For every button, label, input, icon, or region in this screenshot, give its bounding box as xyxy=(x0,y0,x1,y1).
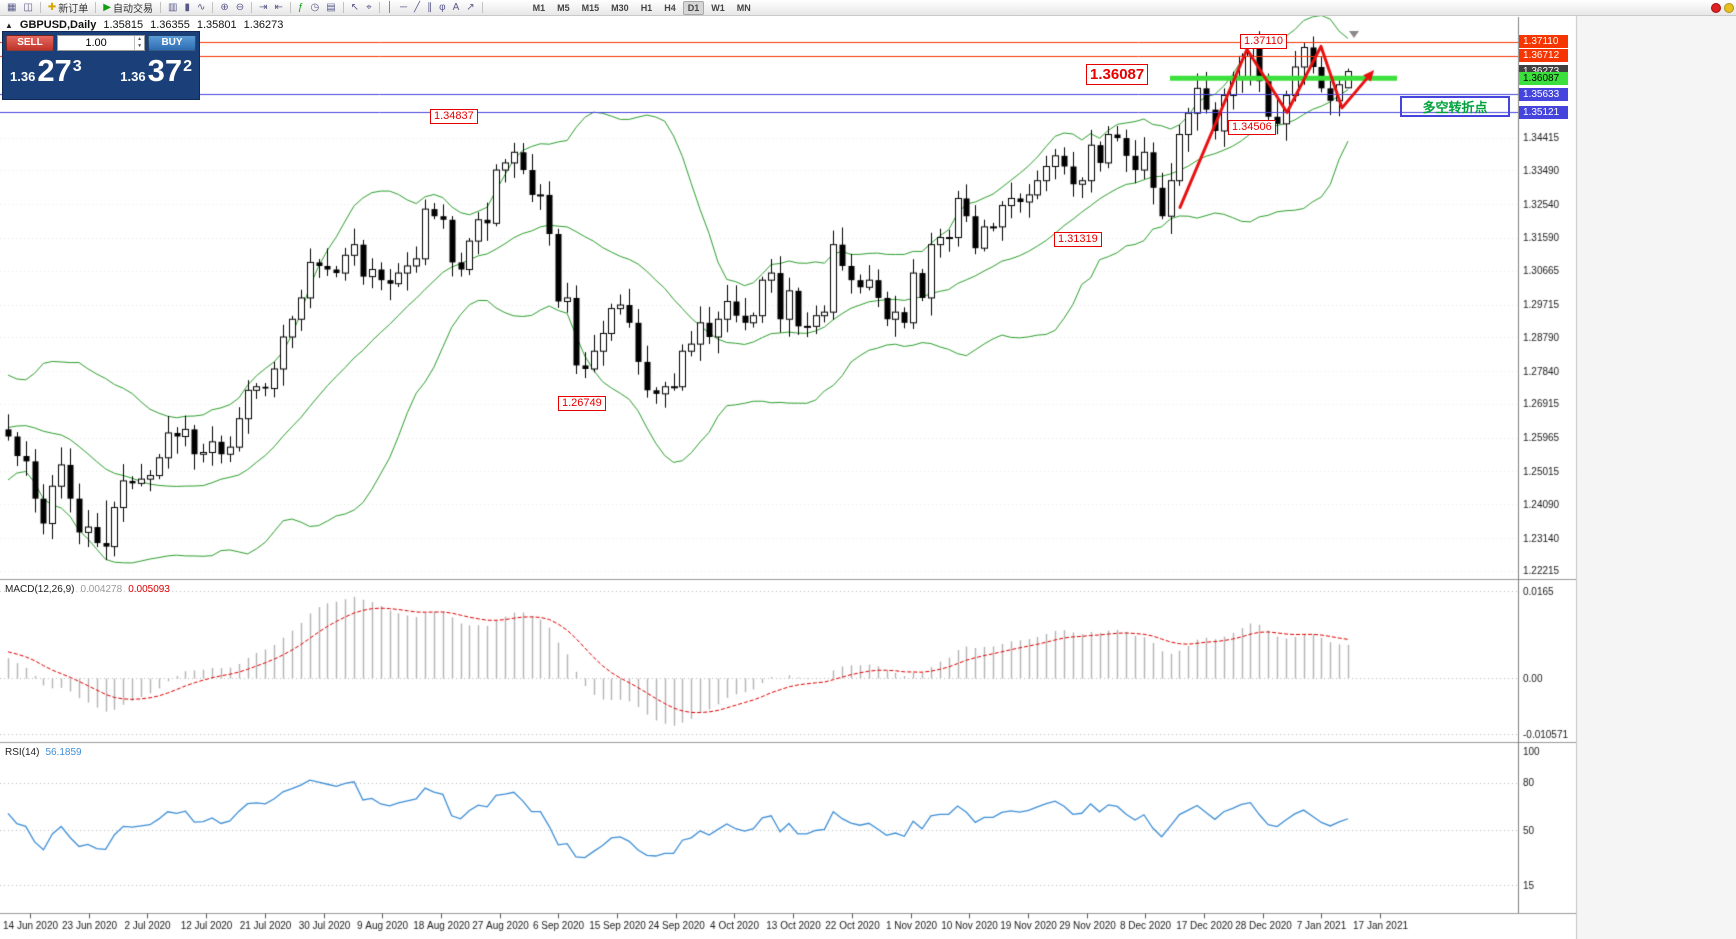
toolbar-separator xyxy=(289,2,291,13)
bid-point: 3 xyxy=(72,58,82,75)
candlestick-mode-button[interactable]: ▮ xyxy=(181,1,193,15)
timeframe-toolbar: M1 M5 M15 M30 H1 H4 D1 W1 MN xyxy=(528,0,756,15)
vertical-line-icon: │ xyxy=(386,1,393,13)
zoom-out-button[interactable]: ⊖ xyxy=(233,1,247,15)
price-annotation-label[interactable]: 1.37110 xyxy=(1240,34,1287,49)
annotation-note-box[interactable]: 多空转折点 xyxy=(1400,96,1510,117)
trendline-button[interactable]: ╱ xyxy=(411,1,423,15)
ask-price[interactable]: 1.36 37 2 xyxy=(120,53,192,89)
toolbar-separator xyxy=(342,2,344,13)
bar-chart-mode-button[interactable]: ▥ xyxy=(165,1,180,15)
alert-status-icon xyxy=(1724,2,1734,13)
zoom-out-icon: ⊖ xyxy=(235,1,245,13)
horizontal-line-icon: ─ xyxy=(399,1,408,13)
toolbar-items: ▦ ◫ ✚ 新订单 ▶ 自动交易 ▥ ▮ ∿ ⊕ ⊖ ⇥ ⇤ ƒ ◷ ▤ ↖ ⌖ │ ─ ╱ ∥ φ A ↗ xyxy=(4,0,486,15)
fibonacci-icon: φ xyxy=(439,1,446,13)
new-order-button-label: 新订单 xyxy=(58,4,89,15)
cursor-button[interactable]: ↖ xyxy=(348,1,362,15)
autotrading-button[interactable]: ▶ 自动交易 xyxy=(100,1,156,15)
indicators-button[interactable]: ƒ xyxy=(295,1,307,15)
channel-icon: ∥ xyxy=(427,1,433,13)
profiles-icon: ◫ xyxy=(23,1,33,13)
price-annotation-label[interactable]: 1.36087 xyxy=(1086,64,1149,85)
toolbar-separator xyxy=(95,2,97,13)
timeframe-mn-button[interactable]: MN xyxy=(736,2,751,13)
spinner-up-icon[interactable]: ▲ xyxy=(137,35,143,42)
trade-panel-controls: SELL ▲▼ BUY xyxy=(3,32,199,53)
text-icon: A xyxy=(452,1,460,13)
toolbar-status-area xyxy=(1711,2,1734,13)
zoom-in-icon: ⊕ xyxy=(220,1,229,13)
toolbar-separator xyxy=(160,2,161,13)
timeframe-m5-button[interactable]: M5 xyxy=(557,2,570,13)
candlestick-icon: ▮ xyxy=(184,1,190,13)
toolbar: ▦ ◫ ✚ 新订单 ▶ 自动交易 ▥ ▮ ∿ ⊕ ⊖ ⇥ ⇤ ƒ ◷ ▤ ↖ ⌖ │ ─ ╱ ∥ φ A ↗ M1 M5 M15 M3… xyxy=(0,0,1736,16)
price-annotation-label[interactable]: 1.34837 xyxy=(430,109,478,124)
horizontal-line-button[interactable]: ─ xyxy=(397,1,410,15)
templates-button[interactable]: ▤ xyxy=(323,1,338,15)
new-order-icon: ✚ xyxy=(47,1,57,13)
timeframe-m15-button[interactable]: M15 xyxy=(581,2,600,13)
timeframe-d1-button[interactable]: D1 xyxy=(682,0,705,15)
cursor-icon: ↖ xyxy=(350,1,360,13)
new-order-button[interactable]: ✚ 新订单 xyxy=(45,1,91,15)
arrow-icon: ↗ xyxy=(466,1,475,13)
timeframe-h1-button[interactable]: H1 xyxy=(640,2,653,13)
periods-button[interactable]: ◷ xyxy=(307,1,322,15)
chart-shift-icon: ⇤ xyxy=(274,1,283,13)
spinner-down-icon[interactable]: ▼ xyxy=(137,42,143,49)
periods-icon: ◷ xyxy=(310,1,320,13)
toolbar-separator xyxy=(481,2,483,13)
channel-button[interactable]: ∥ xyxy=(424,1,435,15)
line-chart-mode-button[interactable]: ∿ xyxy=(194,1,208,15)
text-label-button[interactable]: A xyxy=(450,1,463,15)
auto-scroll-icon: ⇥ xyxy=(259,1,268,13)
timeframe-m1-button[interactable]: M1 xyxy=(532,2,546,13)
chart-shift-button[interactable]: ⇤ xyxy=(272,1,286,15)
trade-panel-prices: 1.36 27 3 1.36 37 2 xyxy=(3,53,199,89)
new-chart-button[interactable]: ▦ xyxy=(4,1,19,15)
auto-scroll-button[interactable]: ⇥ xyxy=(256,1,270,15)
bid-price[interactable]: 1.36 27 3 xyxy=(10,53,82,89)
price-annotation-label[interactable]: 1.26749 xyxy=(558,396,606,411)
ask-prefix: 1.36 xyxy=(120,69,146,84)
toolbar-separator xyxy=(251,2,253,13)
toolbar-separator xyxy=(212,2,214,13)
price-annotation-label[interactable]: 1.34506 xyxy=(1228,120,1276,135)
vertical-line-button[interactable]: │ xyxy=(384,1,396,15)
fibonacci-button[interactable]: φ xyxy=(436,1,448,15)
ask-pips: 37 xyxy=(147,53,183,88)
volume-spinner: ▲ ▼ xyxy=(134,35,144,50)
price-annotation-label[interactable]: 1.31319 xyxy=(1054,232,1102,247)
bid-pips: 27 xyxy=(37,53,72,88)
line-chart-icon: ∿ xyxy=(196,1,206,13)
ask-point: 2 xyxy=(183,58,192,75)
bar-chart-icon: ▥ xyxy=(168,1,178,13)
indicators-icon: ƒ xyxy=(297,1,304,13)
volume-stepper: ▲▼ xyxy=(57,34,145,51)
connection-status-icon xyxy=(1711,2,1721,13)
crosshair-button[interactable]: ⌖ xyxy=(363,1,375,15)
toolbar-separator xyxy=(378,2,380,13)
timeframe-h4-button[interactable]: H4 xyxy=(664,2,676,13)
zoom-in-button[interactable]: ⊕ xyxy=(217,1,231,15)
timeframe-m30-button[interactable]: M30 xyxy=(611,2,629,13)
new-chart-icon: ▦ xyxy=(7,1,17,13)
one-click-trading-panel: SELL ▲▼ BUY 1.36 27 3 1.36 37 2 xyxy=(2,31,200,100)
crosshair-icon: ⌖ xyxy=(366,1,372,13)
volume-input[interactable] xyxy=(58,36,135,49)
toolbar-separator xyxy=(39,2,41,13)
bid-prefix: 1.36 xyxy=(10,69,36,84)
trade-panel-toggle-icon[interactable]: ▲ xyxy=(5,20,13,30)
buy-button[interactable]: BUY xyxy=(148,34,196,51)
sell-button[interactable]: SELL xyxy=(6,34,54,51)
templates-icon: ▤ xyxy=(326,1,336,13)
autotrading-play-icon: ▶ xyxy=(103,1,111,13)
profiles-button[interactable]: ◫ xyxy=(20,1,35,15)
timeframe-w1-button[interactable]: W1 xyxy=(711,2,725,13)
arrows-button[interactable]: ↗ xyxy=(463,1,477,15)
trendline-icon: ╱ xyxy=(414,1,421,13)
autotrading-button-label: 自动交易 xyxy=(113,4,153,15)
